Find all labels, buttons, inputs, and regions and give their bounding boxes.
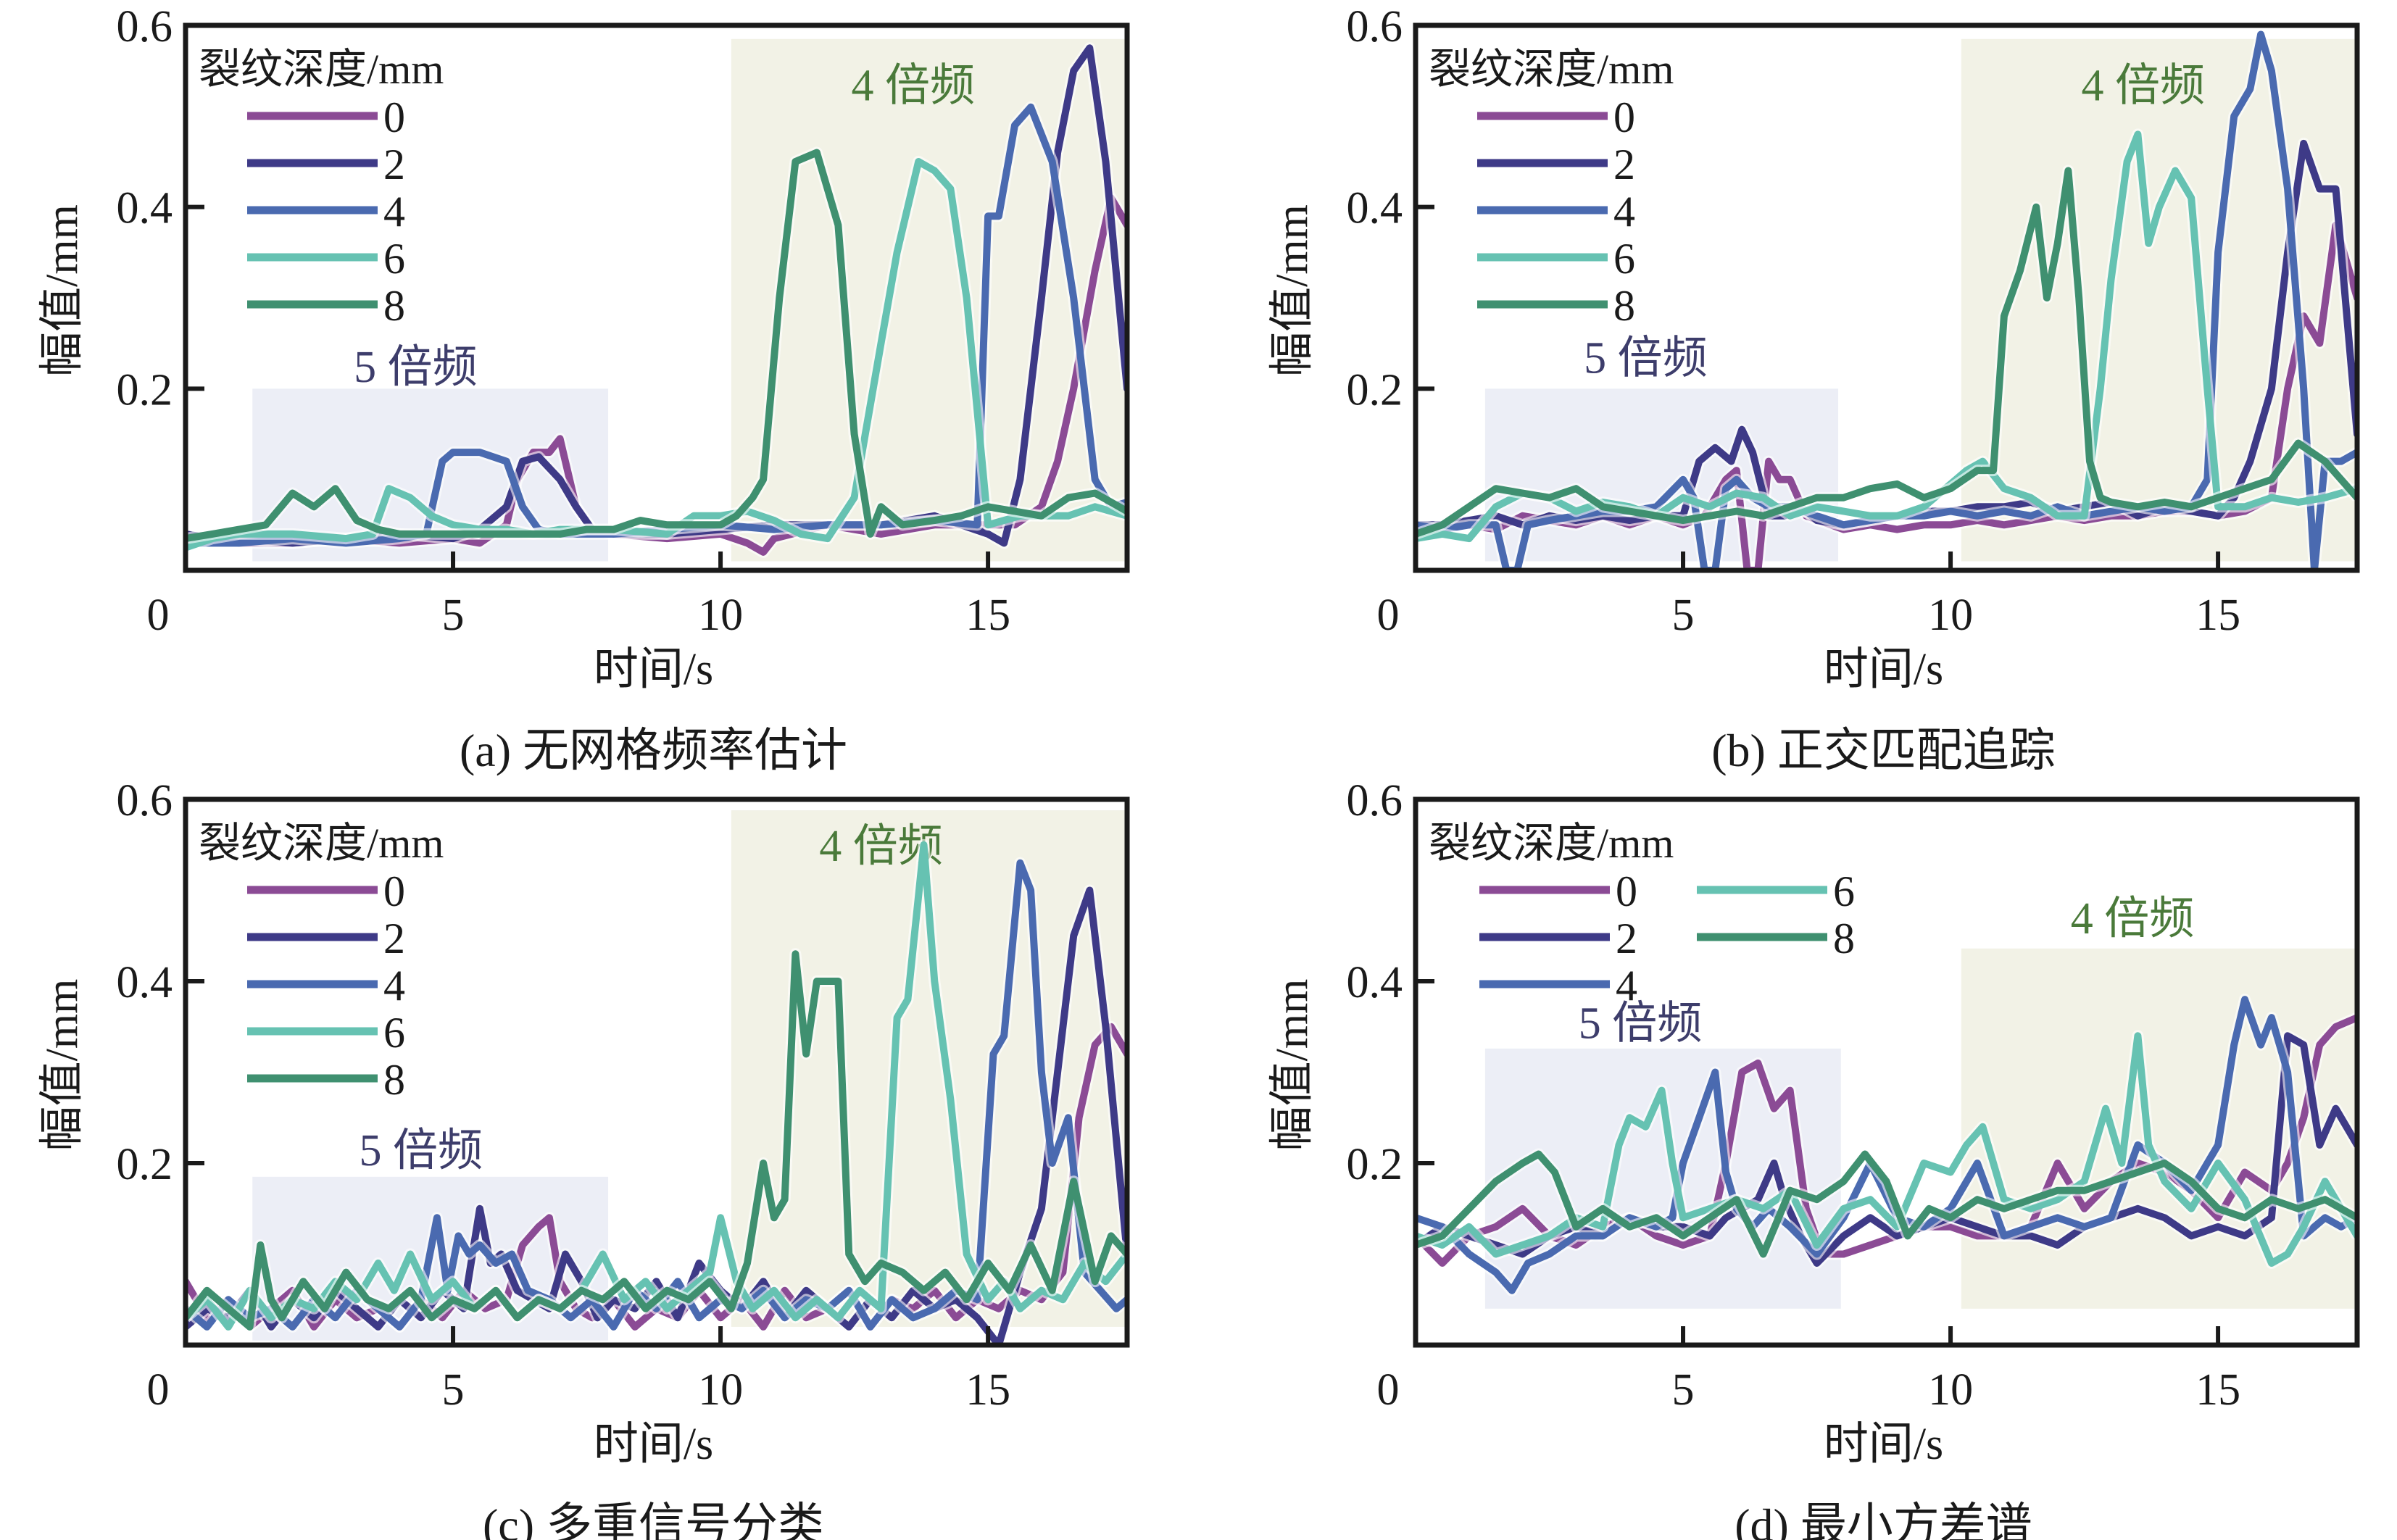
axes: 0 5 10 15 0.2 0.4 0.6 [1347,776,2360,1415]
y-tick-label: 0.6 [117,776,173,825]
region-4x-label: 4 倍频 [2082,61,2206,110]
series-line-depth-8 [186,149,1127,543]
region-4x-label: 4 倍频 [852,61,976,110]
legend: 裂纹深度/mm 024 68 [1429,820,1855,1010]
legend-label: 0 [383,93,405,141]
y-axis-title: 幅值/mm [1268,979,1317,1152]
y-tick-label: 0.2 [1347,1140,1403,1189]
x-tick-label: 15 [965,591,1010,640]
panel-caption: (d) 最小方差谱 [1735,1499,2032,1540]
region-5x-label: 5 倍频 [359,1126,483,1175]
x-tick-label: 0 [1377,591,1400,640]
panel-caption: (b) 正交匹配追踪 [1711,725,2056,776]
shaded-regions: 5 倍频 4 倍频 [252,38,1127,562]
x-tick-label: 0 [147,591,170,640]
y-tick-label: 0.6 [117,2,173,51]
panel-caption: (c) 多重信号分类 [483,1499,824,1540]
series-line-depth-2 [186,886,1127,1345]
x-tick-label: 5 [1672,591,1695,640]
x-tick-label: 10 [1928,1365,1973,1415]
legend-label: 0 [1616,867,1637,915]
x-tick-label: 10 [698,1365,743,1415]
legend-label: 2 [1613,141,1635,188]
x-axis-title: 时间/s [594,1420,713,1469]
y-tick-label: 0.2 [1347,365,1403,415]
plot-frame [1413,22,2360,573]
y-tick-label: 0.2 [117,1140,173,1189]
y-tick-label: 0.4 [1347,958,1403,1007]
region-4x-label: 4 倍频 [2071,894,2195,944]
series-line-depth-6 [186,841,1127,1331]
legend-label: 6 [1833,867,1855,915]
region-5x-label: 5 倍频 [1579,999,1703,1048]
x-tick-label: 0 [147,1365,170,1415]
legend-title: 裂纹深度/mm [1429,46,1674,93]
region-5x-label: 5 倍频 [354,343,478,392]
panel-caption: (a) 无网格频率估计 [460,725,847,776]
series-line-depth-8 [1416,167,2357,538]
series-line-depth-8 [1416,1150,2357,1258]
x-axis-title: 时间/s [1824,1420,1943,1469]
plot-frame [183,22,1130,573]
legend-label: 4 [1616,962,1637,1010]
x-tick-label: 5 [1672,1365,1695,1415]
legend-label: 8 [1613,282,1635,330]
legend-label: 8 [1833,915,1855,962]
legend-label: 6 [383,235,405,283]
y-axis-title: 幅值/mm [1268,204,1317,377]
series-lines [186,838,1127,1345]
x-axis-title: 时间/s [594,645,713,694]
y-axis-title: 幅值/mm [38,979,87,1152]
x-tick-label: 10 [698,591,743,640]
axes: 0 5 10 15 0.2 0.4 0.6 [117,776,1130,1415]
legend-label: 2 [1616,915,1637,962]
x-tick-label: 15 [2195,1365,2240,1415]
legend-label: 4 [383,962,405,1010]
x-tick-label: 5 [442,591,465,640]
legend-label: 6 [383,1009,405,1057]
y-axis-title: 幅值/mm [38,204,87,377]
legend-label: 4 [1613,188,1635,236]
legend-label: 2 [383,141,405,188]
axes: 0 5 10 15 0.2 0.4 0.6 [1347,2,2360,640]
legend-title: 裂纹深度/mm [1429,820,1674,867]
legend-title: 裂纹深度/mm [199,820,444,867]
y-tick-label: 0.4 [117,958,173,1007]
plot-frame [1413,796,2360,1348]
x-tick-label: 5 [442,1365,465,1415]
plot-frame [183,796,1130,1348]
legend-label: 2 [383,915,405,962]
series-lines [1416,994,2357,1296]
series-lines [1416,28,2357,570]
legend-label: 0 [383,867,405,915]
legend-label: 8 [383,282,405,330]
legend-label: 0 [1613,93,1635,141]
legend-label: 6 [1613,235,1635,283]
axes: 0 5 10 15 0.2 0.4 0.6 [117,2,1130,640]
x-tick-label: 0 [1377,1365,1400,1415]
legend-label: 4 [383,188,405,236]
series-line-depth-8 [186,950,1127,1331]
series-lines [186,42,1127,558]
y-tick-label: 0.4 [117,184,173,233]
legend-label: 8 [383,1056,405,1104]
x-tick-label: 15 [965,1365,1010,1415]
y-tick-label: 0.4 [1347,184,1403,233]
y-tick-label: 0.2 [117,365,173,415]
y-tick-label: 0.6 [1347,776,1403,825]
region-5x-label: 5 倍频 [1584,333,1708,383]
y-tick-label: 0.6 [1347,2,1403,51]
x-axis-title: 时间/s [1824,645,1943,694]
x-tick-label: 10 [1928,591,1973,640]
x-tick-label: 15 [2195,591,2240,640]
legend-title: 裂纹深度/mm [199,46,444,93]
